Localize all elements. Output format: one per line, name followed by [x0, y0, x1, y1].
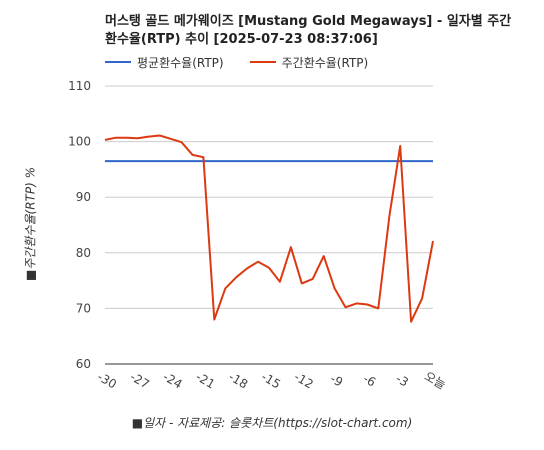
y-axis-label: ■주간환수율(RTP) %: [23, 166, 38, 282]
y-tick-label: 70: [76, 301, 91, 315]
x-tick-label: 오늘: [422, 369, 448, 392]
x-tick-label: -27: [128, 370, 152, 392]
weekly-rtp-line[interactable]: [104, 134, 434, 323]
legend: 평균환수율(RTP) 주간환수율(RTP): [105, 52, 394, 72]
x-axis-label: ■일자 - 자료제공: 슬롯차트(https://slot-chart.com): [131, 416, 413, 430]
x-tick-label: -3: [394, 371, 411, 389]
y-tick-label: 60: [76, 357, 91, 371]
y-tick-labels: 60 70 80 90 100 110: [68, 79, 91, 371]
legend-swatch-average: [105, 61, 131, 63]
x-tick-label: -24: [161, 370, 185, 392]
x-tick-label: -12: [292, 370, 316, 392]
legend-swatch-weekly: [249, 61, 276, 63]
legend-label-average: 평균환수율(RTP): [137, 55, 224, 70]
x-tick-label: -15: [259, 370, 283, 392]
gridlines: [105, 85, 433, 365]
x-tick-label: -21: [193, 370, 217, 392]
series-lines: [104, 134, 434, 323]
legend-item-weekly[interactable]: 주간환수율(RTP): [249, 54, 369, 71]
y-tick-label: 90: [76, 190, 91, 204]
legend-label-weekly: 주간환수율(RTP): [281, 55, 369, 70]
y-tick-label: 100: [68, 135, 91, 149]
x-tick-label: -30: [95, 370, 119, 392]
x-tick-labels: -30 -27 -24 -21 -18 -15 -12 -9 -6 -3 오늘: [95, 369, 448, 392]
x-tick-label: -6: [361, 371, 378, 389]
y-tick-label: 80: [76, 246, 91, 260]
legend-item-average[interactable]: 평균환수율(RTP): [105, 54, 224, 71]
y-tick-label: 110: [68, 79, 91, 93]
chart-title: 머스탱 골드 메가웨이즈 [Mustang Gold Megaways] - 일…: [105, 14, 512, 47]
x-tick-label: -9: [328, 371, 345, 389]
x-tick-label: -18: [226, 370, 250, 392]
